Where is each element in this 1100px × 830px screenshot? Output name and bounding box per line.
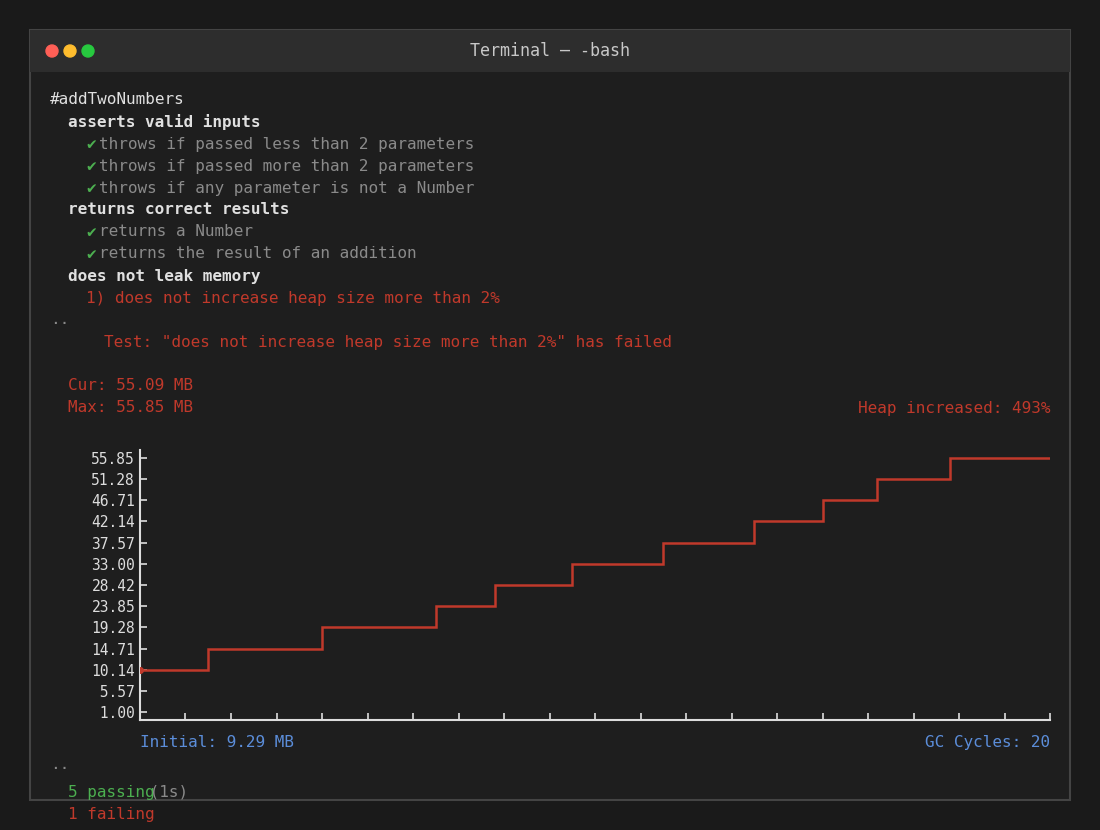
Circle shape [82,45,94,57]
Text: Heap increased: 493%: Heap increased: 493% [858,401,1050,416]
Text: Test: "does not increase heap size more than 2%" has failed: Test: "does not increase heap size more … [104,334,672,349]
Text: Cur: 55.09 MB: Cur: 55.09 MB [68,378,194,393]
Text: Max: 55.85 MB: Max: 55.85 MB [68,401,194,416]
FancyBboxPatch shape [30,30,1070,800]
Text: #addTwoNumbers: #addTwoNumbers [50,92,185,108]
FancyBboxPatch shape [30,30,1070,72]
Text: asserts valid inputs: asserts valid inputs [68,114,261,130]
Text: ✔: ✔ [86,159,96,173]
Text: does not leak memory: does not leak memory [68,268,261,284]
Text: throws if any parameter is not a Number: throws if any parameter is not a Number [99,180,474,196]
Text: throws if passed more than 2 parameters: throws if passed more than 2 parameters [99,159,474,173]
Text: ..: .. [50,313,69,328]
Text: GC Cycles: 20: GC Cycles: 20 [925,735,1050,749]
Text: Initial: 9.29 MB: Initial: 9.29 MB [140,735,294,749]
Text: throws if passed less than 2 parameters: throws if passed less than 2 parameters [99,136,474,152]
Text: ✔: ✔ [86,247,96,261]
Text: returns a Number: returns a Number [99,224,253,240]
Text: ..: .. [50,756,69,772]
Text: ✔: ✔ [86,136,96,152]
Text: 1 failing: 1 failing [68,807,155,822]
Circle shape [64,45,76,57]
Text: 5 passing: 5 passing [68,784,155,799]
Text: Terminal — -bash: Terminal — -bash [470,42,630,60]
Text: 1) does not increase heap size more than 2%: 1) does not increase heap size more than… [86,290,499,305]
Circle shape [46,45,58,57]
Text: ✔: ✔ [86,224,96,240]
Text: ✔: ✔ [86,180,96,196]
Text: returns the result of an addition: returns the result of an addition [99,247,417,261]
Text: returns correct results: returns correct results [68,203,289,217]
Text: (1s): (1s) [140,784,188,799]
